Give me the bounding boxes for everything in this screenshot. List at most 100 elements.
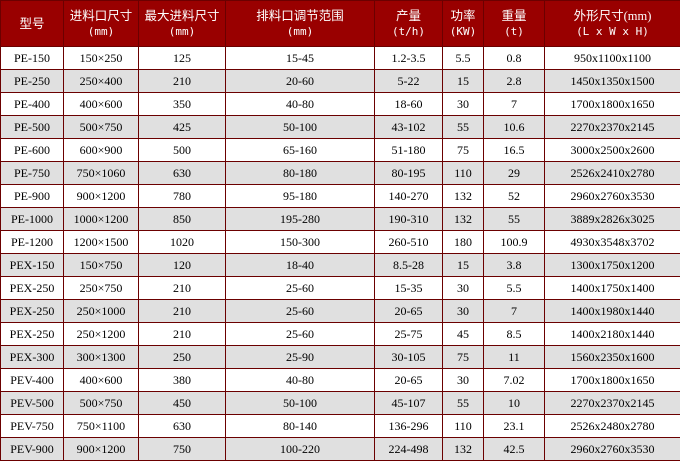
cell-model: PEX-250 bbox=[0, 276, 64, 300]
cell-max-feed-size: 350 bbox=[138, 92, 226, 116]
cell-discharge-range: 40-80 bbox=[225, 92, 375, 116]
cell-feed-opening: 250×1000 bbox=[63, 299, 139, 323]
cell-feed-opening: 900×1200 bbox=[63, 184, 139, 208]
cell-feed-opening: 750×1060 bbox=[63, 161, 139, 185]
cell-discharge-range: 100-220 bbox=[225, 437, 375, 461]
cell-discharge-range: 195-280 bbox=[225, 207, 375, 231]
table-row: PE-500 500×750 425 50-100 43-102 55 10.6 2270x2… bbox=[0, 115, 680, 139]
cell-feed-opening: 250×400 bbox=[63, 69, 139, 93]
cell-capacity: 5-22 bbox=[374, 69, 443, 93]
cell-weight: 10 bbox=[483, 391, 545, 415]
cell-power: 110 bbox=[442, 414, 484, 438]
cell-capacity: 43-102 bbox=[374, 115, 443, 139]
cell-discharge-range: 25-60 bbox=[225, 299, 375, 323]
table-row: PEV-900 900×1200 750 100-220 224-498 132 42.5 2… bbox=[0, 437, 680, 461]
table-row: PE-1000 1000×1200 850 195-280 190-310 132 55 38… bbox=[0, 207, 680, 231]
cell-model: PEX-300 bbox=[0, 345, 64, 369]
cell-weight: 11 bbox=[483, 345, 545, 369]
cell-weight: 7 bbox=[483, 92, 545, 116]
cell-feed-opening: 400×600 bbox=[63, 368, 139, 392]
cell-discharge-range: 50-100 bbox=[225, 115, 375, 139]
cell-weight: 3.8 bbox=[483, 253, 545, 277]
cell-weight: 7 bbox=[483, 299, 545, 323]
cell-weight: 0.8 bbox=[483, 46, 545, 70]
cell-weight: 8.5 bbox=[483, 322, 545, 346]
cell-dimensions: 2270x2370x2145 bbox=[544, 115, 680, 139]
header-max-feed-size: 最大进料尺寸 (mm) bbox=[138, 0, 226, 47]
cell-model: PE-500 bbox=[0, 115, 64, 139]
table-header: 型号 进料口尺寸 (mm) 最大进料尺寸 (mm) 排料口调节范围 (mm) 产量 (t/h) 功… bbox=[0, 0, 680, 47]
table-row: PE-750 750×1060 630 80-180 80-195 110 29 2526x2… bbox=[0, 161, 680, 185]
cell-max-feed-size: 500 bbox=[138, 138, 226, 162]
cell-max-feed-size: 210 bbox=[138, 69, 226, 93]
cell-model: PEV-500 bbox=[0, 391, 64, 415]
header-dimensions: 外形尺寸(mm) (L x W x H) bbox=[544, 0, 680, 47]
cell-model: PEX-150 bbox=[0, 253, 64, 277]
cell-weight: 100.9 bbox=[483, 230, 545, 254]
header-label: 排料口调节范围 bbox=[256, 8, 344, 23]
cell-weight: 7.02 bbox=[483, 368, 545, 392]
cell-weight: 16.5 bbox=[483, 138, 545, 162]
cell-dimensions: 1400x1980x1440 bbox=[544, 299, 680, 323]
cell-capacity: 1.2-3.5 bbox=[374, 46, 443, 70]
cell-capacity: 25-75 bbox=[374, 322, 443, 346]
cell-weight: 52 bbox=[483, 184, 545, 208]
cell-feed-opening: 750×1100 bbox=[63, 414, 139, 438]
cell-feed-opening: 250×750 bbox=[63, 276, 139, 300]
header-weight: 重量 (t) bbox=[483, 0, 545, 47]
cell-discharge-range: 25-90 bbox=[225, 345, 375, 369]
cell-power: 132 bbox=[442, 437, 484, 461]
cell-discharge-range: 20-60 bbox=[225, 69, 375, 93]
header-model: 型号 bbox=[0, 0, 64, 47]
cell-discharge-range: 15-45 bbox=[225, 46, 375, 70]
cell-weight: 42.5 bbox=[483, 437, 545, 461]
cell-max-feed-size: 210 bbox=[138, 322, 226, 346]
cell-capacity: 20-65 bbox=[374, 299, 443, 323]
cell-dimensions: 3000x2500x2600 bbox=[544, 138, 680, 162]
table-row: PEX-250 250×1200 210 25-60 25-75 45 8.5 1400x21… bbox=[0, 322, 680, 346]
header-unit: (L x W x H) bbox=[576, 24, 649, 38]
cell-power: 30 bbox=[442, 92, 484, 116]
table-row: PE-900 900×1200 780 95-180 140-270 132 52 2960x… bbox=[0, 184, 680, 208]
header-label: 功率 bbox=[450, 8, 476, 23]
cell-power: 75 bbox=[442, 138, 484, 162]
cell-power: 55 bbox=[442, 391, 484, 415]
cell-power: 45 bbox=[442, 322, 484, 346]
cell-dimensions: 2270x2370x2145 bbox=[544, 391, 680, 415]
cell-power: 15 bbox=[442, 69, 484, 93]
cell-max-feed-size: 210 bbox=[138, 299, 226, 323]
cell-dimensions: 2960x2760x3530 bbox=[544, 184, 680, 208]
cell-capacity: 30-105 bbox=[374, 345, 443, 369]
cell-power: 15 bbox=[442, 253, 484, 277]
cell-dimensions: 4930x3548x3702 bbox=[544, 230, 680, 254]
cell-model: PE-250 bbox=[0, 69, 64, 93]
cell-feed-opening: 300×1300 bbox=[63, 345, 139, 369]
cell-feed-opening: 250×1200 bbox=[63, 322, 139, 346]
cell-discharge-range: 80-180 bbox=[225, 161, 375, 185]
cell-dimensions: 2526x2410x2780 bbox=[544, 161, 680, 185]
table-row: PE-250 250×400 210 20-60 5-22 15 2.8 1450x1350x… bbox=[0, 69, 680, 93]
cell-dimensions: 1700x1800x1650 bbox=[544, 368, 680, 392]
cell-capacity: 260-510 bbox=[374, 230, 443, 254]
cell-power: 30 bbox=[442, 368, 484, 392]
cell-model: PE-750 bbox=[0, 161, 64, 185]
cell-dimensions: 950x1100x1100 bbox=[544, 46, 680, 70]
cell-capacity: 51-180 bbox=[374, 138, 443, 162]
header-power: 功率 (KW) bbox=[442, 0, 484, 47]
cell-dimensions: 2960x2760x3530 bbox=[544, 437, 680, 461]
cell-max-feed-size: 210 bbox=[138, 276, 226, 300]
cell-model: PE-150 bbox=[0, 46, 64, 70]
cell-weight: 23.1 bbox=[483, 414, 545, 438]
cell-feed-opening: 900×1200 bbox=[63, 437, 139, 461]
cell-max-feed-size: 120 bbox=[138, 253, 226, 277]
cell-dimensions: 1700x1800x1650 bbox=[544, 92, 680, 116]
header-unit: (t) bbox=[504, 24, 524, 38]
cell-weight: 5.5 bbox=[483, 276, 545, 300]
cell-model: PEV-400 bbox=[0, 368, 64, 392]
cell-capacity: 140-270 bbox=[374, 184, 443, 208]
cell-max-feed-size: 850 bbox=[138, 207, 226, 231]
cell-dimensions: 1300x1750x1200 bbox=[544, 253, 680, 277]
cell-weight: 55 bbox=[483, 207, 545, 231]
cell-capacity: 15-35 bbox=[374, 276, 443, 300]
